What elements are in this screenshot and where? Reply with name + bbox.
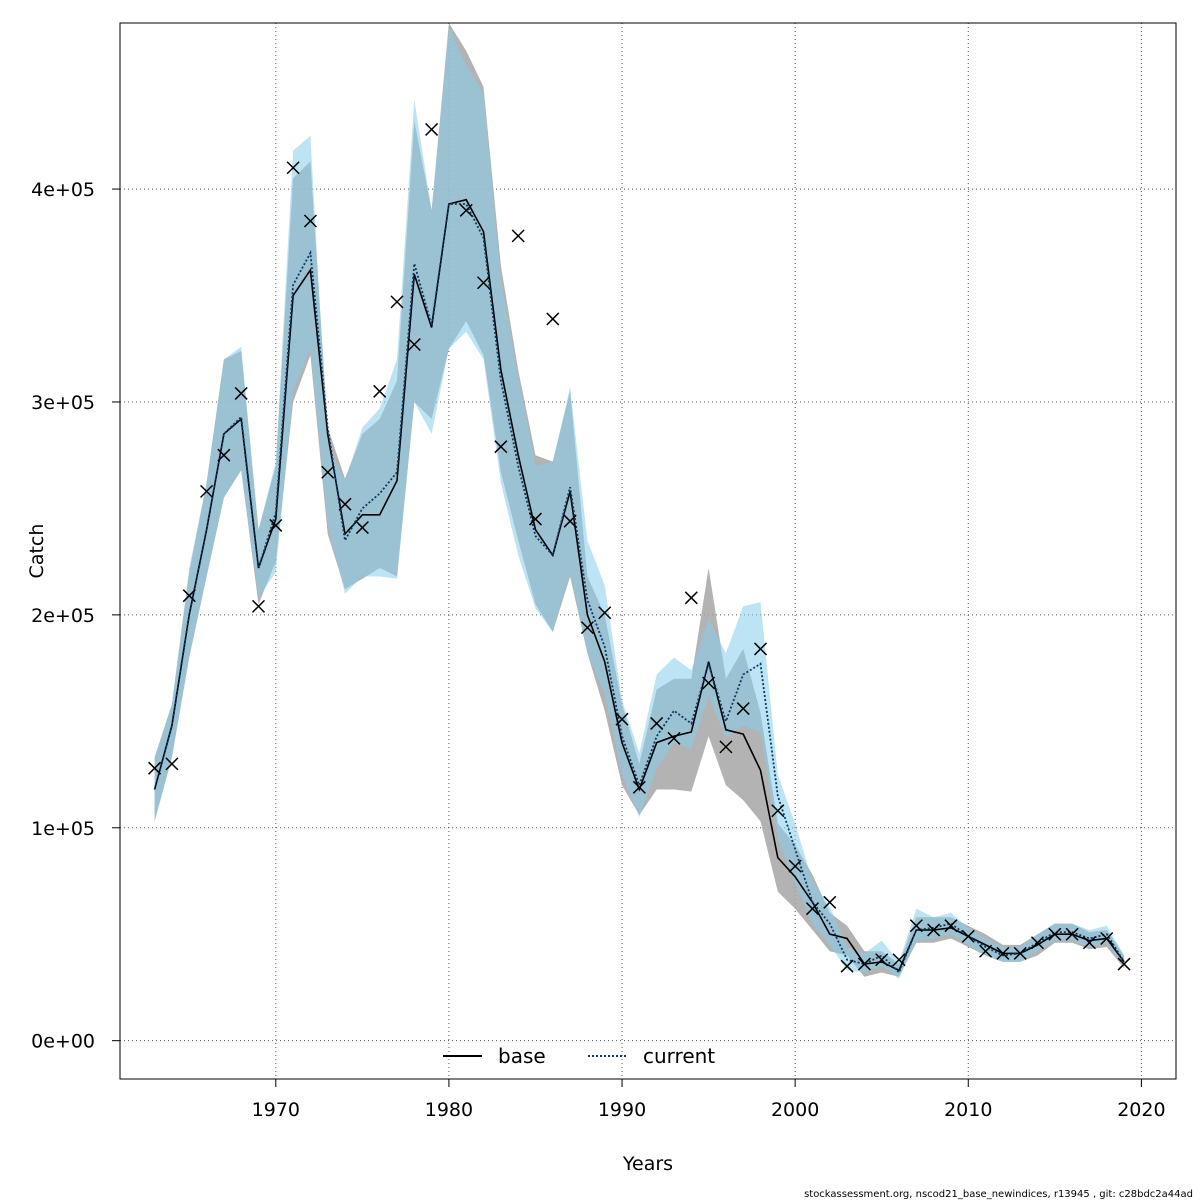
observed-point	[148, 761, 162, 775]
observed-point	[355, 521, 369, 535]
observed-point	[736, 702, 750, 716]
grid	[120, 23, 1176, 1079]
x-tick-label: 1990	[598, 1099, 646, 1121]
observed-point	[286, 161, 300, 175]
observed-point	[840, 959, 854, 973]
observed-point	[615, 712, 629, 726]
observed-point	[753, 642, 768, 656]
x-tick-label: 1970	[252, 1099, 300, 1121]
observed-point	[321, 465, 335, 479]
x-tick-label: 2010	[944, 1099, 992, 1121]
y-tick-label: 4e+05	[31, 179, 95, 201]
observed-point	[702, 676, 716, 690]
observed-point	[494, 440, 508, 454]
observed-point	[477, 276, 491, 290]
observed-point	[425, 122, 439, 136]
observed-point	[719, 740, 733, 754]
observed-point	[1030, 936, 1045, 950]
observed-point	[200, 484, 214, 498]
observed-point	[563, 514, 577, 528]
observed-point	[927, 923, 941, 937]
y-tick-label: 2e+05	[31, 605, 95, 627]
observed-point	[234, 386, 248, 400]
observed-point	[1117, 957, 1131, 971]
observed-point	[1065, 927, 1079, 941]
y-axis: 0e+00 1e+05 2e+05 3e+05 4e+05	[31, 179, 120, 1053]
observed-point	[303, 214, 317, 228]
observed-point	[528, 512, 543, 526]
legend-base-label: base	[498, 1044, 546, 1068]
observed-point	[892, 953, 906, 967]
y-tick-label: 1e+05	[31, 818, 95, 840]
observed-point	[857, 957, 871, 971]
observed-points	[148, 122, 1131, 973]
observed-point	[182, 589, 196, 603]
observed-point	[338, 497, 352, 511]
x-tick-label: 2000	[771, 1099, 819, 1121]
observed-point	[1013, 946, 1027, 960]
base-line	[153, 198, 1125, 972]
plot-frame	[119, 22, 1177, 1080]
observed-point	[165, 757, 179, 771]
observed-point	[667, 731, 681, 745]
x-axis: 1970 1980 1990 2000 2010 2020	[252, 1079, 1166, 1121]
legend: base current	[443, 1044, 715, 1068]
observed-point	[961, 929, 975, 943]
observed-point	[996, 946, 1010, 960]
observed-point	[944, 919, 958, 933]
footer-note: stockassessment.org, nscod21_base_newind…	[804, 1189, 1193, 1200]
x-axis-title: Years	[622, 1153, 673, 1175]
observed-point	[823, 895, 837, 909]
observed-point	[390, 295, 404, 309]
observed-point	[1082, 936, 1096, 950]
estimate-lines	[153, 198, 1125, 975]
y-tick-label: 0e+00	[31, 1031, 95, 1053]
observed-point	[546, 312, 560, 326]
observed-point	[407, 337, 421, 352]
observed-point	[269, 518, 283, 532]
observed-point	[1048, 927, 1062, 941]
observed-point	[788, 859, 802, 873]
observed-point	[580, 621, 594, 635]
observed-point	[805, 902, 819, 916]
legend-current-label: current	[643, 1044, 715, 1068]
observed-point	[459, 203, 473, 217]
observed-point	[1100, 931, 1114, 946]
observed-point	[875, 953, 889, 967]
observed-point	[598, 606, 612, 620]
observed-point	[650, 716, 664, 730]
observed-point	[909, 919, 923, 933]
y-axis-title: Catch	[26, 524, 48, 579]
x-tick-label: 2020	[1117, 1099, 1165, 1121]
x-tick-label: 1980	[425, 1099, 473, 1121]
observed-point	[217, 448, 231, 462]
observed-point	[373, 384, 387, 398]
observed-point	[771, 804, 785, 818]
observed-point	[684, 591, 698, 605]
observed-point	[632, 780, 646, 794]
observed-point	[251, 599, 266, 613]
observed-point	[979, 944, 993, 958]
y-tick-label: 3e+05	[31, 392, 95, 414]
observed-point	[511, 229, 525, 243]
current-line	[153, 203, 1125, 975]
